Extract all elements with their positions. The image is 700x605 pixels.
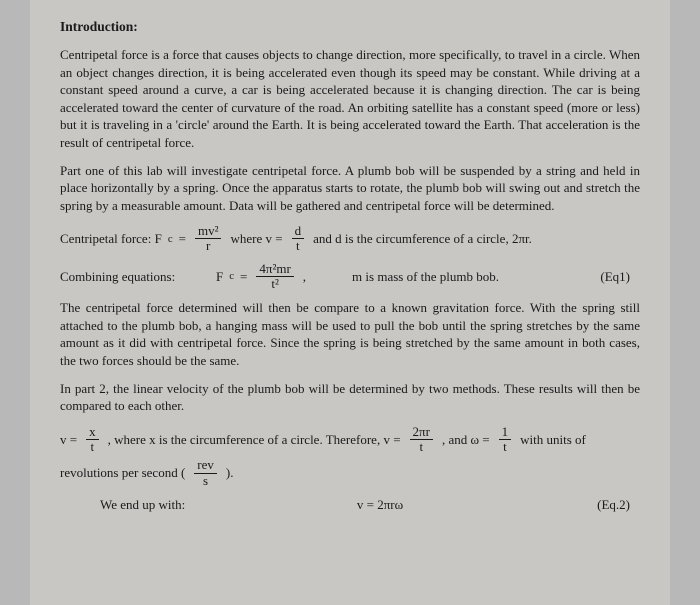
mid-text-1: , where x is the circumference of a circ… [108,431,401,449]
fraction-d-t: d t [292,224,305,254]
numerator: 1 [499,425,512,440]
numerator: x [86,425,99,440]
we-end-up-with: We end up with: [100,496,200,514]
intro-paragraph-2: Part one of this lab will investigate ce… [60,162,640,215]
fraction-4pi2mr-t2: 4π²mr t² [256,262,293,292]
equation-combined: Combining equations: Fc = 4π²mr t² , m i… [60,262,640,292]
equation-number: (Eq.2) [560,496,640,514]
mid-text-2: , and ω = [442,431,490,449]
equation-velocity: v = x t , where x is the circumference o… [60,425,640,455]
document-page: Introduction: Centripetal force is a for… [30,0,670,605]
paragraph-4: In part 2, the linear velocity of the pl… [60,380,640,415]
subscript-c: c [229,269,234,284]
section-heading: Introduction: [60,18,640,36]
rev-per-sec-pre: revolutions per second ( [60,464,185,482]
where-text: where v = [230,230,282,248]
denominator: t [88,440,98,454]
tail-text: with units of [520,431,586,449]
denominator: t [416,440,426,454]
denominator: t [500,440,510,454]
fraction-mv2-r: mv² r [195,224,222,254]
paragraph-3: The centripetal force determined will th… [60,299,640,369]
v-equals: v = [60,431,77,449]
equals-sign: = [240,268,247,286]
numerator: mv² [195,224,222,239]
rev-per-sec-post: ). [226,464,234,482]
eq-tail-text: and d is the circumference of a circle, … [313,230,532,248]
denominator: t² [268,277,282,291]
fraction-2pir-t: 2πr t [410,425,433,455]
denominator: t [293,239,303,253]
denominator: s [200,474,211,488]
numerator: d [292,224,305,239]
intro-paragraph-1: Centripetal force is a force that causes… [60,46,640,151]
numerator: rev [194,458,217,473]
fraction-rev-s: rev s [194,458,217,488]
mass-description: m is mass of the plumb bob. [352,268,499,286]
fraction-x-t: x t [86,425,99,455]
equation-number: (Eq1) [600,268,640,286]
Fc-symbol: F [216,268,223,286]
equals-sign: = [179,230,186,248]
eq-label: Combining equations: [60,268,210,286]
fraction-1-t: 1 t [499,425,512,455]
equation-final: We end up with: v = 2πrω (Eq.2) [60,496,640,514]
denominator: r [203,239,213,253]
comma: , [303,268,306,286]
equation-centripetal-force: Centripetal force: Fc = mv² r where v = … [60,224,640,254]
numerator: 2πr [410,425,433,440]
numerator: 4π²mr [256,262,293,277]
final-formula: v = 2πrω [200,496,560,514]
subscript-c: c [168,232,173,247]
eq-label: Centripetal force: F [60,230,162,248]
equation-velocity-cont: revolutions per second ( rev s ). [60,458,640,488]
